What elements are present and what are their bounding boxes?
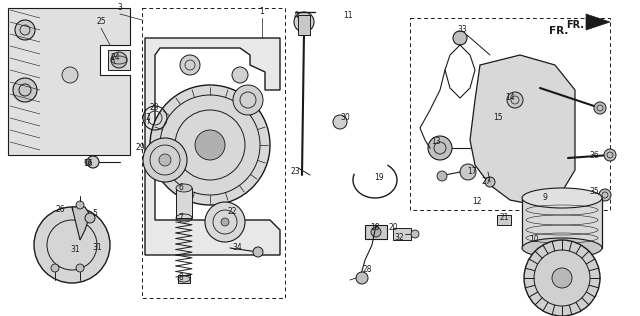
Ellipse shape: [76, 201, 84, 209]
Ellipse shape: [604, 149, 616, 161]
Text: 15: 15: [493, 113, 503, 123]
Ellipse shape: [143, 138, 187, 182]
Ellipse shape: [85, 213, 95, 223]
Bar: [497, 215, 511, 225]
Text: 6: 6: [179, 184, 184, 192]
Bar: [365, 225, 387, 239]
Text: 7: 7: [179, 214, 184, 222]
Text: 4: 4: [294, 10, 298, 20]
Ellipse shape: [85, 159, 91, 165]
Ellipse shape: [522, 238, 602, 258]
Text: 10: 10: [529, 235, 539, 245]
Text: 30: 30: [340, 113, 350, 123]
Text: 21: 21: [499, 214, 509, 222]
Text: 23: 23: [290, 167, 300, 177]
Text: 2: 2: [146, 113, 150, 123]
Text: 22: 22: [227, 208, 237, 216]
Ellipse shape: [233, 85, 263, 115]
Ellipse shape: [150, 85, 270, 205]
Text: 31: 31: [92, 244, 102, 252]
Text: 29: 29: [135, 143, 145, 153]
Bar: [176, 188, 192, 218]
Bar: [393, 228, 411, 240]
Ellipse shape: [356, 272, 368, 284]
Ellipse shape: [15, 20, 35, 40]
Ellipse shape: [522, 188, 602, 208]
Polygon shape: [72, 207, 90, 240]
Text: 9: 9: [543, 193, 547, 203]
Ellipse shape: [552, 268, 572, 288]
Text: 11: 11: [343, 10, 353, 20]
Ellipse shape: [176, 184, 192, 192]
Ellipse shape: [453, 31, 467, 45]
Polygon shape: [470, 55, 575, 205]
Text: 29: 29: [149, 104, 159, 112]
Ellipse shape: [62, 67, 78, 83]
Text: 28: 28: [362, 265, 372, 275]
Text: 3: 3: [118, 3, 122, 13]
Ellipse shape: [294, 12, 314, 32]
Ellipse shape: [51, 264, 59, 272]
Bar: [178, 275, 190, 283]
Text: 31: 31: [70, 246, 80, 254]
Ellipse shape: [221, 218, 229, 226]
Text: 33: 33: [457, 26, 467, 34]
Text: FR.: FR.: [566, 20, 584, 30]
Ellipse shape: [437, 171, 447, 181]
Ellipse shape: [34, 207, 110, 283]
Ellipse shape: [460, 164, 476, 180]
Text: 20: 20: [388, 223, 398, 233]
Text: 35: 35: [589, 187, 599, 197]
Text: 24: 24: [110, 53, 120, 63]
Bar: [522, 198, 602, 248]
Text: FR.: FR.: [548, 26, 568, 36]
Text: 16: 16: [83, 159, 93, 167]
Polygon shape: [586, 14, 610, 30]
Ellipse shape: [594, 102, 606, 114]
Text: 26: 26: [55, 205, 65, 215]
Ellipse shape: [428, 136, 452, 160]
Text: 19: 19: [374, 173, 384, 183]
Ellipse shape: [507, 92, 523, 108]
Text: 8: 8: [179, 274, 184, 283]
Text: 18: 18: [371, 223, 380, 233]
Ellipse shape: [524, 240, 600, 316]
Ellipse shape: [76, 264, 84, 272]
Text: 25: 25: [96, 17, 106, 27]
Ellipse shape: [232, 67, 248, 83]
Ellipse shape: [411, 230, 419, 238]
Text: 27: 27: [481, 178, 491, 186]
Ellipse shape: [159, 154, 171, 166]
Ellipse shape: [87, 156, 99, 168]
Text: 1: 1: [260, 8, 264, 16]
Ellipse shape: [13, 78, 37, 102]
Text: 32: 32: [394, 234, 404, 242]
Ellipse shape: [111, 52, 127, 68]
Bar: [298, 15, 310, 35]
Text: 14: 14: [505, 94, 515, 102]
Ellipse shape: [180, 55, 200, 75]
Ellipse shape: [333, 115, 347, 129]
Ellipse shape: [253, 247, 263, 257]
Ellipse shape: [195, 130, 225, 160]
Ellipse shape: [485, 177, 495, 187]
Text: 17: 17: [467, 167, 477, 177]
Polygon shape: [145, 38, 280, 255]
Polygon shape: [8, 8, 130, 155]
Text: 5: 5: [93, 210, 97, 218]
Ellipse shape: [371, 227, 381, 237]
Polygon shape: [108, 50, 130, 70]
Ellipse shape: [205, 202, 245, 242]
Text: 34: 34: [232, 244, 242, 252]
Text: 36: 36: [589, 150, 599, 160]
Ellipse shape: [599, 189, 611, 201]
Text: 12: 12: [472, 198, 482, 206]
Text: 13: 13: [431, 137, 441, 147]
